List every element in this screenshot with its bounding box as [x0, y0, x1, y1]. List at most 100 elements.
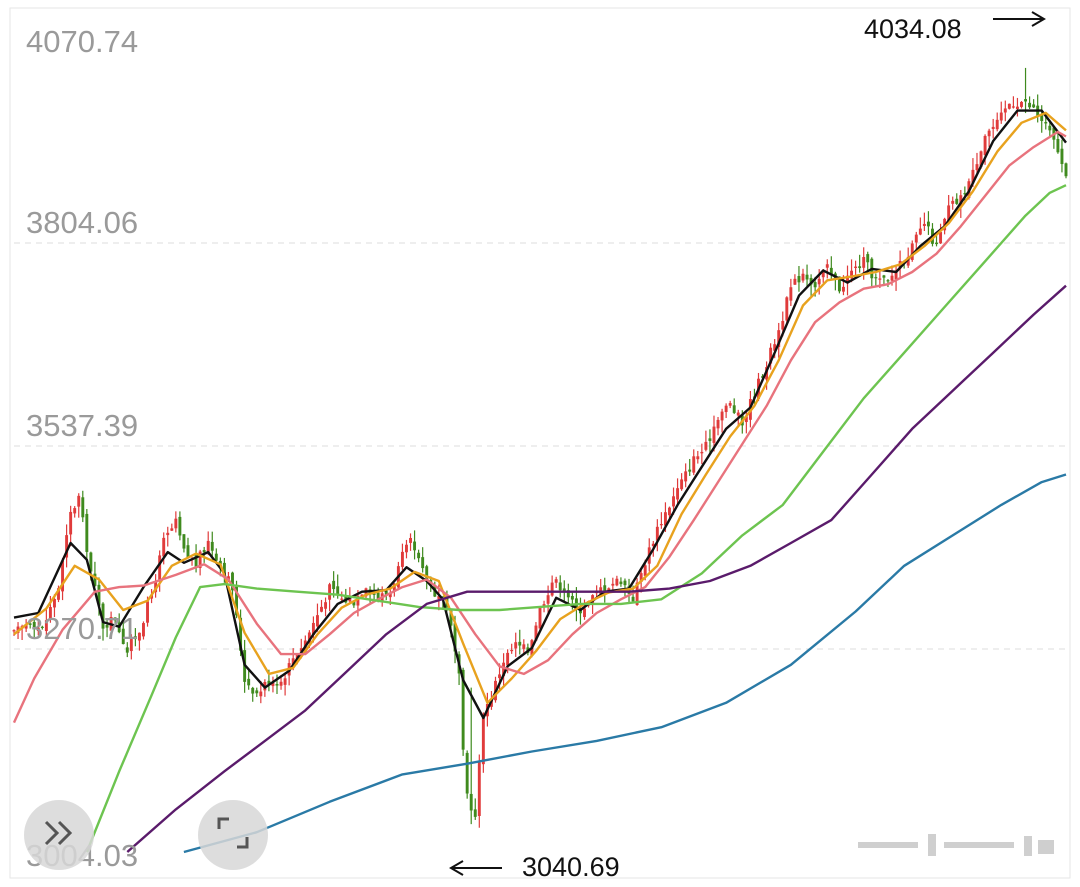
candle-body — [817, 278, 821, 285]
expand-button[interactable] — [24, 800, 94, 870]
candle-body — [259, 691, 263, 697]
candle-body — [955, 198, 959, 204]
candle-body — [890, 275, 894, 281]
candle-body — [939, 232, 943, 244]
candle-body — [324, 602, 328, 609]
candle-body — [676, 488, 680, 500]
candle-body — [392, 583, 396, 592]
candle-body — [712, 426, 716, 443]
double-chevron-right-icon — [42, 818, 76, 853]
candle-body — [854, 266, 858, 268]
candle-body — [400, 551, 404, 567]
candle-body — [28, 623, 32, 625]
candle-body — [291, 658, 295, 667]
candle-body — [846, 275, 849, 284]
candle-body — [1028, 102, 1032, 108]
ma-line-ma120 — [126, 284, 1067, 853]
candle-body — [12, 630, 16, 632]
candle-body — [166, 532, 170, 536]
candle-body — [894, 270, 898, 280]
candle-body — [801, 273, 805, 281]
candle-body — [554, 579, 558, 583]
candle-body — [570, 596, 574, 600]
candle-body — [1044, 122, 1048, 124]
candle-body — [1032, 104, 1036, 108]
candle-body — [562, 588, 566, 591]
candle-body — [129, 639, 133, 652]
candle-body — [461, 669, 465, 750]
candle-body — [105, 625, 109, 628]
candle-body — [239, 617, 243, 651]
candle-body — [1060, 148, 1064, 165]
candle-body — [186, 545, 190, 558]
candle-body — [858, 266, 862, 269]
candle-body — [862, 257, 866, 268]
candle-body — [1003, 108, 1007, 113]
candle-body — [619, 581, 623, 585]
candle-body — [255, 690, 259, 694]
candle-body — [615, 578, 619, 586]
candle-body — [473, 809, 477, 817]
candle-body — [271, 682, 275, 687]
candle-body — [724, 405, 728, 413]
candle-body — [247, 678, 251, 686]
candle-body — [101, 603, 105, 629]
candle-body — [910, 243, 914, 260]
candle-body — [655, 526, 659, 541]
high-label: 4034.08 — [864, 14, 962, 44]
candle-body — [744, 416, 748, 423]
candle-body — [44, 620, 48, 632]
candle-body — [218, 560, 222, 565]
candle-body — [926, 221, 930, 227]
candle-body — [793, 278, 797, 285]
candle-body — [720, 411, 724, 421]
candle-body — [603, 585, 607, 592]
candle-body — [684, 471, 688, 482]
candle-body — [425, 566, 429, 581]
ma-line-ma20 — [12, 130, 1067, 724]
candle-body — [53, 598, 56, 608]
candle-body — [534, 625, 538, 641]
candle-body — [761, 376, 764, 378]
candle-body — [510, 649, 514, 652]
watermark-logo — [858, 830, 1058, 865]
candle-body — [214, 553, 218, 561]
candle-body — [502, 662, 506, 677]
candle-body — [607, 588, 611, 591]
candle-body — [704, 441, 708, 450]
high-annotation: 4034.08 — [864, 11, 1046, 44]
candle-body — [837, 276, 841, 292]
candle-body — [320, 606, 323, 612]
candle-body — [983, 135, 987, 156]
candle-body — [1011, 106, 1015, 108]
candle-body — [40, 626, 44, 628]
candle-body — [69, 511, 73, 535]
candle-body — [959, 195, 963, 207]
candle-body — [316, 615, 319, 627]
candle-body — [48, 607, 52, 620]
candle-body — [538, 606, 542, 629]
candle-body — [947, 205, 951, 221]
fullscreen-button[interactable] — [198, 800, 268, 870]
candle-body — [384, 590, 388, 595]
candle-body — [182, 534, 186, 549]
candle-body — [882, 275, 886, 278]
candle-body — [146, 601, 149, 623]
candle-body — [825, 264, 829, 268]
candle-body — [922, 223, 926, 226]
candle-body — [93, 573, 97, 586]
candle-body — [417, 552, 421, 559]
candle-body — [672, 496, 675, 507]
candle-body — [631, 596, 635, 602]
ma-line-ma250 — [183, 473, 1067, 854]
candle-body — [850, 270, 854, 279]
candle-body — [611, 583, 615, 586]
candle-body — [235, 586, 238, 616]
candle-body — [170, 528, 174, 531]
candle-body — [113, 617, 117, 621]
candle-body — [174, 518, 178, 529]
candle-body — [813, 282, 817, 288]
candle-body — [206, 540, 210, 554]
